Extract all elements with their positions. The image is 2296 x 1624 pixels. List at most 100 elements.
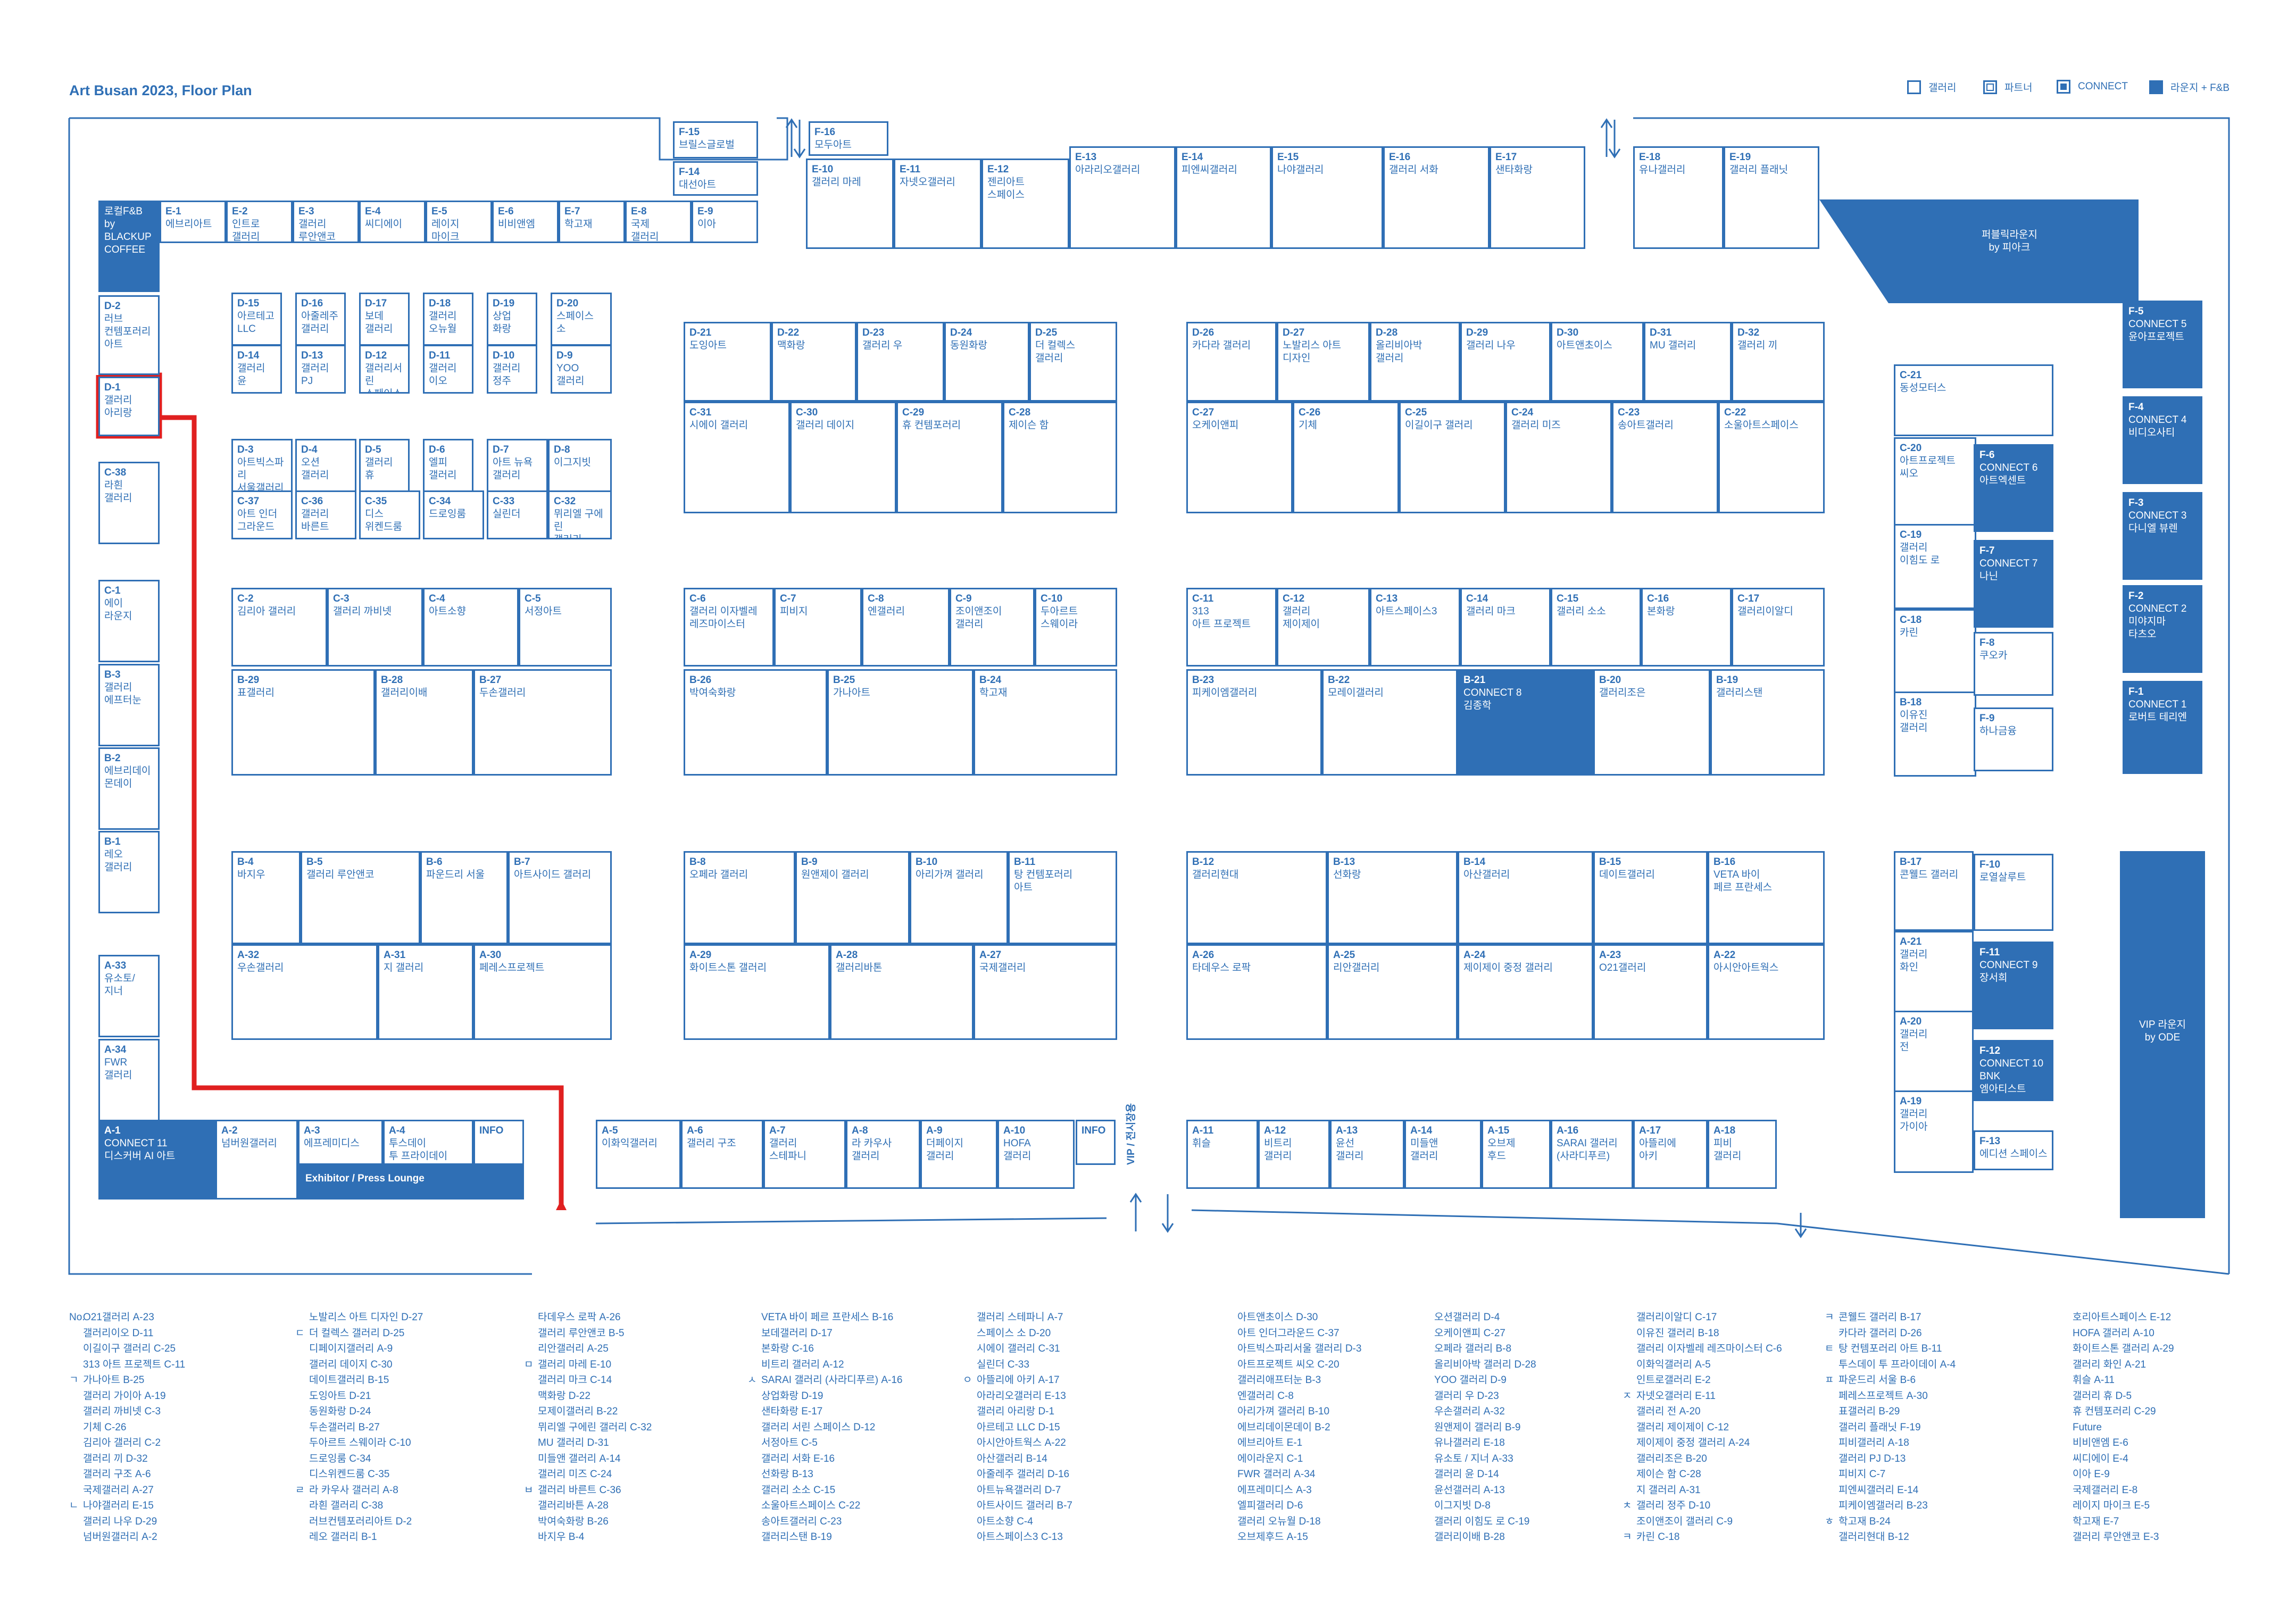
booth-a-21[interactable]: A-21 갤러리 화인 [1894,931,1974,1016]
booth-d-4[interactable]: D-4 오션 갤러리 [295,439,356,492]
booth-e-4[interactable]: E-4 씨디에이 [359,201,426,243]
booth-a-12[interactable]: A-12 비트리 갤러리 [1258,1120,1330,1189]
booth-c-19[interactable]: C-19 갤러리 이힘도 로 [1894,524,1976,609]
booth-a-10[interactable]: A-10 HOFA 갤러리 [997,1120,1075,1189]
booth-a-16[interactable]: A-16 SARAI 갤러리 (사라디푸르) [1551,1120,1633,1189]
booth-b-26[interactable]: B-26 박여숙화랑 [684,669,827,776]
booth-c-1[interactable]: C-1 에이 라운지 [98,580,160,662]
booth-c-4[interactable]: C-4 아트소향 [423,588,519,667]
booth-d-29[interactable]: D-29 갤러리 나우 [1460,322,1551,402]
booth-f-13[interactable]: F-13 에디션 스페이스 [1974,1130,2053,1170]
booth-b-29[interactable]: B-29 표갤러리 [231,669,375,776]
booth-e-18[interactable]: E-18 유나갤러리 [1633,146,1724,249]
booth-c-16[interactable]: C-16 본화랑 [1641,588,1732,667]
booth-b-19[interactable]: B-19 갤러리스탠 [1710,669,1825,776]
booth-e-2[interactable]: E-2 인트로 갤러리 [226,201,293,243]
booth-f-12[interactable]: F-12 CONNECT 10 BNK 엠아티스트 [1974,1040,2053,1101]
booth-e-15[interactable]: E-15 나야갤러리 [1271,146,1383,249]
booth-d-7[interactable]: D-7 아트 뉴욕 갤러리 [487,439,548,492]
booth-b-1[interactable]: B-1 레오 갤러리 [98,831,160,913]
booth-b-5[interactable]: B-5 갤러리 루안앤코 [301,851,420,944]
booth-c-18[interactable]: C-18 카린 [1894,609,1976,694]
booth-e-14[interactable]: E-14 피엔씨갤러리 [1176,146,1271,249]
booth-c-21[interactable]: C-21 동성모터스 [1894,364,2053,436]
booth-b-28[interactable]: B-28 갤러리이배 [375,669,473,776]
booth-b-14[interactable]: B-14 아산갤러리 [1458,851,1593,944]
booth-c-3[interactable]: C-3 갤러리 까비넷 [327,588,423,667]
booth-e-9[interactable]: E-9 이아 [692,201,758,243]
booth-c-37[interactable]: C-37 아트 인더 그라운드 [231,490,293,539]
booth-a-9[interactable]: A-9 더페이지 갤러리 [920,1120,997,1189]
booth-d-13[interactable]: D-13 갤러리 PJ [295,345,346,394]
booth-b-10[interactable]: B-10 아리가껴 갤러리 [910,851,1008,944]
booth-c-15[interactable]: C-15 갤러리 소소 [1551,588,1641,667]
booth-a-33[interactable]: A-33 유소토/ 지너 [98,955,160,1037]
booth-c-30[interactable]: C-30 갤러리 데이지 [790,402,896,513]
booth-c-22[interactable]: C-22 소울아트스페이스 [1718,402,1825,513]
booth-a-28[interactable]: A-28 갤러리바톤 [830,944,974,1040]
booth-b-11[interactable]: B-11 탕 컨템포러리 아트 [1008,851,1117,944]
booth-f-16[interactable]: F-16 모두아트 [809,121,888,156]
booth-a-20[interactable]: A-20 갤러리 전 [1894,1011,1974,1096]
booth-a-8[interactable]: A-8 라 카우사 갤러리 [846,1120,920,1189]
booth-f-8[interactable]: F-8 쿠오카 [1974,632,2053,696]
booth-d-26[interactable]: D-26 카다라 갤러리 [1186,322,1277,402]
booth-d-20[interactable]: D-20 스페이스 소 [551,293,612,346]
booth-b-8[interactable]: B-8 오페라 갤러리 [684,851,795,944]
booth-b-20[interactable]: B-20 갤러리조은 [1593,669,1710,776]
booth-a-6[interactable]: A-6 갤러리 구조 [681,1120,763,1189]
booth-b-9[interactable]: B-9 원앤제이 갤러리 [795,851,910,944]
booth-b-27[interactable]: B-27 두손갤러리 [473,669,612,776]
booth-e-5[interactable]: E-5 레이지 마이크 [426,201,492,243]
booth-e-16[interactable]: E-16 갤러리 서화 [1383,146,1490,249]
booth-f-5[interactable]: F-5 CONNECT 5 윤아프로젝트 [2123,301,2202,388]
booth-a-26[interactable]: A-26 타데우스 로팍 [1186,944,1327,1040]
booth-d-18[interactable]: D-18 갤러리 오뉴월 [423,293,473,346]
booth-b-25[interactable]: B-25 가나아트 [827,669,974,776]
booth-b-15[interactable]: B-15 데이트갤러리 [1593,851,1708,944]
booth-a-13[interactable]: A-13 윤선 갤러리 [1330,1120,1404,1189]
booth-f-7[interactable]: F-7 CONNECT 7 나닌 [1974,540,2053,628]
booth-c-20[interactable]: C-20 아트프로젝트 씨오 [1894,437,1976,528]
booth-d-1[interactable]: D-1 갤러리 아리랑 [98,377,160,436]
booth-e-19[interactable]: E-19 갤러리 플래닛 [1724,146,1819,249]
booth-f-3[interactable]: F-3 CONNECT 3 다니엘 뷰렌 [2123,492,2202,580]
booth-d-27[interactable]: D-27 노발리스 아트 디자인 [1277,322,1370,402]
booth-b-16[interactable]: B-16 VETA 바이 페르 프란세스 [1708,851,1825,944]
booth-a-1[interactable]: A-1 CONNECT 11 디스커버 AI 아트 [98,1120,215,1200]
booth-a-2[interactable]: A-2 넘버원갤러리 [215,1120,298,1200]
booth-c-9[interactable]: C-9 조이앤조이 갤러리 [950,588,1035,667]
booth-d-9[interactable]: D-9 YOO 갤러리 [551,345,612,394]
booth-c-7[interactable]: C-7 피비지 [774,588,862,667]
booth-f-6[interactable]: F-6 CONNECT 6 아트엑센트 [1974,444,2053,532]
booth-c-11[interactable]: C-11 313 아트 프로젝트 [1186,588,1277,667]
booth-a-19[interactable]: A-19 갤러리 가이아 [1894,1090,1974,1173]
booth-c-29[interactable]: C-29 휴 컨템포러리 [896,402,1003,513]
booth-a-15[interactable]: A-15 오브제 후드 [1482,1120,1551,1189]
booth-d-31[interactable]: D-31 MU 갤러리 [1644,322,1732,402]
booth-d-3[interactable]: D-3 아트빅스파리 서울갤러리 [231,439,293,492]
booth-c-6[interactable]: C-6 갤러리 이자벨레 레즈마이스터 [684,588,774,667]
booth-f-15[interactable]: F-15 브릴스글로벌 [673,121,758,159]
booth-b-17[interactable]: B-17 콘웰드 갤러리 [1894,851,1974,931]
booth-f-2[interactable]: F-2 CONNECT 2 미야지마 타츠오 [2123,585,2202,673]
booth-b-3[interactable]: B-3 갤러리 에프터눈 [98,664,160,746]
booth-f-14[interactable]: F-14 대선아트 [673,161,758,196]
booth-f-11[interactable]: F-11 CONNECT 9 장서희 [1974,942,2053,1029]
booth-d-15[interactable]: D-15 아르테고 LLC [231,293,282,346]
booth-d-6[interactable]: D-6 엘피 갤러리 [423,439,473,492]
booth-d-19[interactable]: D-19 상업 화랑 [487,293,537,346]
booth-d-5[interactable]: D-5 갤러리 휴 [359,439,410,492]
booth-d-30[interactable]: D-30 아트앤초이스 [1551,322,1644,402]
booth-a-24[interactable]: A-24 제이제이 중정 갤러리 [1458,944,1593,1040]
booth-b-7[interactable]: B-7 아트사이드 갤러리 [508,851,612,944]
booth-c-35[interactable]: C-35 디스 위켄드룸 [359,490,420,539]
booth-c-28[interactable]: C-28 제이슨 함 [1003,402,1117,513]
booth-e-10[interactable]: E-10 갤러리 마레 [806,159,894,249]
booth-d-12[interactable]: D-12 갤러리서린 스페이스 [359,345,410,394]
booth-c-31[interactable]: C-31 시에이 갤러리 [684,402,790,513]
booth-c-32[interactable]: C-32 뮈리엘 구에린 갤러리 [548,490,612,539]
booth-f-9[interactable]: F-9 하나금융 [1974,707,2053,771]
booth-a-30[interactable]: A-30 페레스프로젝트 [473,944,612,1040]
booth-a-5[interactable]: A-5 이화익갤러리 [596,1120,681,1189]
